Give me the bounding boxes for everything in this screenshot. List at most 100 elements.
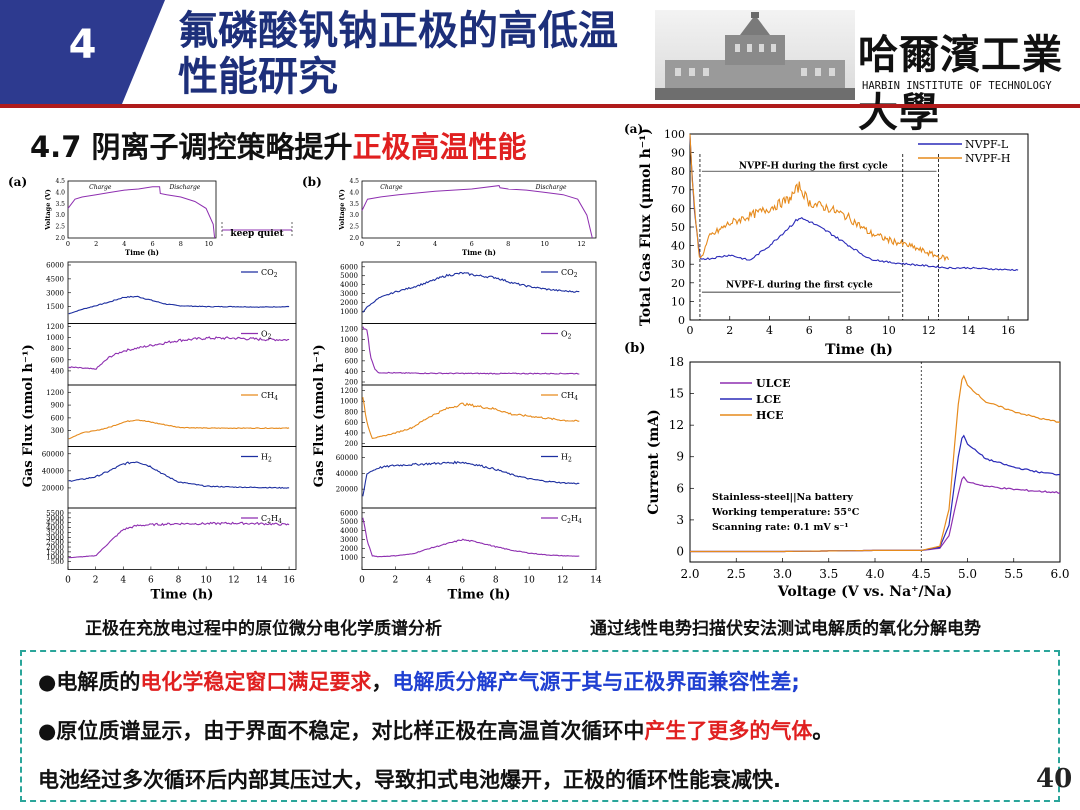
page-title-line1: 氟磷酸钒钠正极的高低温 bbox=[178, 8, 618, 54]
xtick-label: 6 bbox=[459, 576, 465, 586]
condition-note: Stainless-steel||Na battery bbox=[712, 492, 853, 503]
gas-series-line-o2 bbox=[68, 336, 290, 370]
subtitle-prefix: 4.7 阴离子调控策略提升 bbox=[30, 130, 353, 164]
xtick-label: 12 bbox=[557, 576, 568, 586]
xtick-label: 3.0 bbox=[773, 567, 792, 581]
ytick-label: 15 bbox=[669, 387, 684, 401]
xtick-label: 10 bbox=[523, 576, 535, 586]
gas-subplot-ytick: 40000 bbox=[336, 470, 358, 478]
x-axis-label: Voltage (V vs. Na⁺/Na) bbox=[777, 584, 952, 600]
gas-subplot-ytick: 1000 bbox=[340, 398, 358, 406]
xtick-label: 6 bbox=[806, 324, 813, 337]
summary-line-3: 电池经过多次循环后内部其压过大，导致扣式电池爆开，正极的循环性能衰减快. bbox=[38, 768, 781, 792]
xtick-label: 5.0 bbox=[958, 567, 977, 581]
campus-building-image bbox=[655, 10, 855, 100]
x-axis-label: Time (h) bbox=[825, 342, 893, 358]
ytick-label: 50 bbox=[671, 221, 685, 234]
gas-subplot-ytick: 500 bbox=[51, 558, 64, 566]
gas-subplot-ytick: 6000 bbox=[340, 263, 358, 271]
ytick-label: 20 bbox=[671, 277, 685, 290]
university-logo-cn: 哈爾濱工業大學 bbox=[858, 31, 1063, 136]
charge-label: Charge bbox=[380, 184, 403, 191]
xtick-label: 5.5 bbox=[1004, 567, 1023, 581]
legend-label: HCE bbox=[756, 409, 784, 422]
voltage-inset-ylabel: Voltage (V) bbox=[44, 189, 52, 231]
xtick-label: 2.5 bbox=[727, 567, 746, 581]
voltage-inset-xtick: 0 bbox=[66, 240, 70, 248]
xtick-label: 12 bbox=[228, 576, 239, 586]
gas-legend-label: H2 bbox=[561, 453, 572, 464]
ytick-label: 12 bbox=[669, 418, 684, 432]
gas-subplot-ytick: 600 bbox=[51, 356, 64, 364]
series-line-nvpf-l bbox=[689, 135, 1019, 271]
gas-series-line-ch4 bbox=[68, 419, 290, 440]
xtick-label: 3.5 bbox=[819, 567, 838, 581]
voltage-inset-ytick: 4.5 bbox=[349, 178, 359, 185]
xtick-label: 16 bbox=[283, 576, 295, 586]
y-axis-label: Total Gas Flux (μmol h⁻¹) bbox=[638, 128, 654, 326]
charge-label: Charge bbox=[89, 184, 112, 191]
xtick-label: 6.0 bbox=[1050, 567, 1069, 581]
gas-subplot-ytick: 2000 bbox=[340, 299, 358, 307]
xtick-label: 10 bbox=[882, 324, 896, 337]
page-title-line2: 性能研究 bbox=[178, 54, 338, 100]
y-axis-label: Gas Flux (nmol h⁻¹) bbox=[312, 344, 327, 487]
gas-subplot-ytick: 1200 bbox=[46, 389, 64, 397]
nvpf-l-cycle-label: NVPF-L during the first cycle bbox=[726, 280, 873, 290]
xtick-label: 6 bbox=[148, 576, 154, 586]
ytick-label: 18 bbox=[669, 355, 684, 369]
gas-series-line-c2h4 bbox=[362, 517, 580, 558]
line1-part-c: ， bbox=[371, 670, 393, 694]
gas-subplot-ytick: 2500 bbox=[46, 539, 64, 547]
xtick-label: 4.5 bbox=[912, 567, 931, 581]
gas-subplot-ytick: 1200 bbox=[46, 323, 64, 331]
voltage-inset-xtick: 4 bbox=[122, 240, 126, 248]
keep-quiet-label: keep quiet bbox=[230, 229, 284, 239]
gas-subplot-ytick: 400 bbox=[345, 429, 358, 437]
voltage-inset-ytick: 4.0 bbox=[349, 189, 359, 196]
gas-subplot-ytick: 3000 bbox=[46, 289, 64, 297]
gas-legend-label: CH4 bbox=[561, 391, 578, 402]
gas-series-line-c2h4 bbox=[68, 521, 290, 559]
xtick-label: 2 bbox=[93, 576, 99, 586]
gas-subplot-ytick: 800 bbox=[51, 345, 64, 353]
gas-series-line-co2 bbox=[362, 271, 580, 313]
section-number-box bbox=[0, 0, 165, 104]
gas-subplot-ytick: 6000 bbox=[46, 262, 64, 270]
xtick-label: 2 bbox=[726, 324, 733, 337]
line1-part-a: ●电解质的 bbox=[38, 670, 141, 694]
series-line-nvpf-h bbox=[689, 134, 950, 262]
voltage-inset-ytick: 4.5 bbox=[55, 178, 65, 185]
gas-subplot-ytick: 4000 bbox=[46, 524, 64, 532]
gas-legend-label: CO2 bbox=[261, 268, 278, 279]
xtick-label: 2 bbox=[393, 576, 399, 586]
xtick-label: 4 bbox=[426, 576, 432, 586]
xtick-label: 4 bbox=[766, 324, 773, 337]
summary-line-2: ●原位质谱显示，由于界面不稳定，对比样正极在高温首次循环中产生了更多的气体。 bbox=[38, 715, 833, 745]
gas-subplot-ytick: 20000 bbox=[336, 486, 358, 494]
xtick-label: 2.0 bbox=[680, 567, 699, 581]
summary-box bbox=[20, 650, 1060, 802]
gas-subplot-ytick: 6000 bbox=[340, 509, 358, 517]
gas-subplot-ytick: 1200 bbox=[340, 387, 358, 395]
page-number: 40 bbox=[1036, 764, 1073, 794]
voltage-inset-ytick: 4.0 bbox=[55, 189, 65, 196]
gas-subplot-ytick: 200 bbox=[345, 440, 358, 448]
gas-subplot-ytick: 3000 bbox=[340, 290, 358, 298]
xtick-label: 8 bbox=[493, 576, 499, 586]
voltage-inset-xtick: 6 bbox=[151, 240, 155, 248]
subtitle-highlight: 正极高温性能 bbox=[352, 130, 527, 164]
page-title: 氟磷酸钒钠正极的高低温 性能研究 bbox=[178, 8, 658, 100]
gas-subplot-ytick: 200 bbox=[345, 379, 358, 387]
gas-subplot-ytick: 400 bbox=[345, 368, 358, 376]
panel-label: (b) bbox=[302, 175, 322, 189]
voltage-inset-ytick: 3.5 bbox=[55, 201, 65, 208]
voltage-curve bbox=[361, 185, 593, 239]
gas-subplot-ytick: 900 bbox=[51, 402, 64, 410]
gas-subplot-ytick: 1000 bbox=[340, 554, 358, 562]
ytick-label: 6 bbox=[676, 481, 684, 495]
gas-subplot-ytick: 600 bbox=[345, 357, 358, 365]
gas-subplot-ytick: 800 bbox=[345, 347, 358, 355]
voltage-inset-frame bbox=[67, 180, 217, 239]
xtick-label: 16 bbox=[1001, 324, 1015, 337]
